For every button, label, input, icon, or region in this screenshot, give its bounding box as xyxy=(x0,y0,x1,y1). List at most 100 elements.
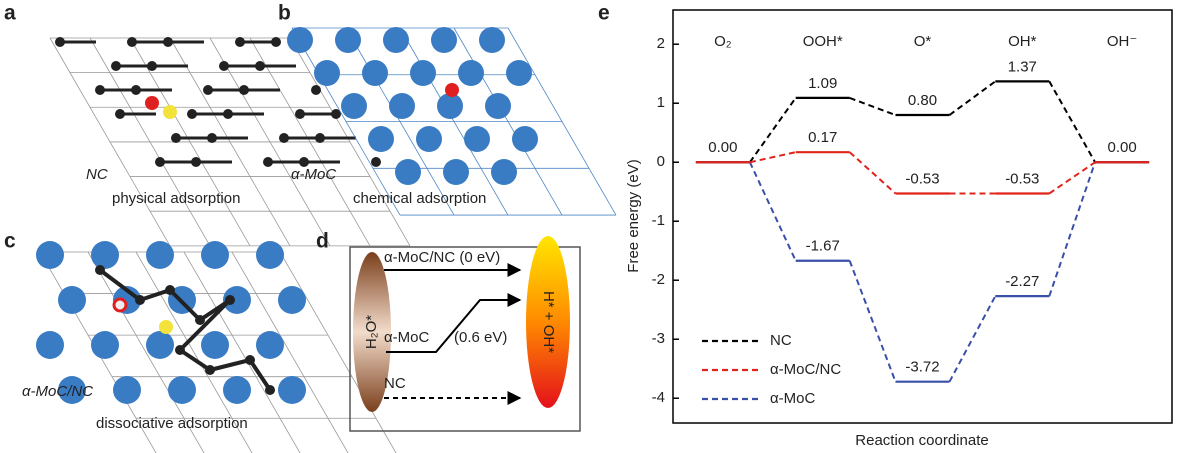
caption: dissociative adsorption xyxy=(96,415,248,432)
path-label: α-MoC xyxy=(384,329,430,346)
atom xyxy=(341,93,367,119)
atom xyxy=(383,27,409,53)
atom xyxy=(146,241,174,269)
value-label: -2.27 xyxy=(1005,273,1039,290)
atom xyxy=(389,93,415,119)
legend-label: α-MoC/NC xyxy=(770,361,841,378)
reactant: H₂O* xyxy=(363,315,380,349)
atom xyxy=(445,83,459,97)
atom xyxy=(271,37,281,47)
model-name: NC xyxy=(86,166,108,183)
lattice-line xyxy=(289,37,411,247)
atom xyxy=(464,126,490,152)
y-tick-label: -3 xyxy=(652,330,665,347)
plot-frame xyxy=(672,9,1173,424)
value-label: -1.67 xyxy=(806,238,840,255)
y-tick-label: -2 xyxy=(652,271,665,288)
atom xyxy=(201,331,229,359)
atom xyxy=(168,376,196,404)
model-name: α-MoC/NC xyxy=(22,383,93,400)
category-label: O₂ xyxy=(714,33,732,50)
y-tick-label: 1 xyxy=(657,94,665,111)
reactant-ellipse xyxy=(353,252,391,412)
connector xyxy=(1048,80,1096,163)
atom xyxy=(223,376,251,404)
lattice-line xyxy=(453,27,563,216)
category-label: OH⁻ xyxy=(1107,33,1137,50)
legend-label: α-MoC xyxy=(770,390,816,407)
atom xyxy=(256,241,284,269)
atom xyxy=(314,60,340,86)
y-tick-label: -1 xyxy=(652,212,665,229)
connector xyxy=(1048,161,1096,195)
atom xyxy=(479,27,505,53)
connector xyxy=(948,295,997,383)
connector xyxy=(848,260,897,383)
panel-label: b xyxy=(278,2,291,25)
value-label: -0.53 xyxy=(1005,170,1039,187)
atom xyxy=(256,331,284,359)
path-label: α-MoC/NC (0 eV) xyxy=(384,249,500,266)
atom xyxy=(512,126,538,152)
lattice-line xyxy=(507,27,617,216)
atom xyxy=(287,27,313,53)
atom xyxy=(311,85,321,95)
connector xyxy=(749,97,797,163)
value-label: 1.37 xyxy=(1008,58,1037,75)
atom xyxy=(112,297,128,313)
y-tick-label: 2 xyxy=(657,35,665,52)
atom xyxy=(58,376,86,404)
atom xyxy=(278,376,306,404)
product: H* + OH* xyxy=(540,291,557,353)
bond xyxy=(168,288,202,322)
bond xyxy=(248,358,272,392)
atom xyxy=(335,27,361,53)
connector xyxy=(748,161,797,262)
connector xyxy=(749,151,796,164)
bond xyxy=(139,288,171,302)
lattice-line xyxy=(279,251,397,453)
atom xyxy=(223,286,251,314)
atom xyxy=(278,286,306,314)
atom xyxy=(395,159,421,185)
atom xyxy=(362,60,388,86)
atom xyxy=(410,60,436,86)
atom xyxy=(145,96,159,110)
atom xyxy=(36,241,64,269)
atom xyxy=(485,93,511,119)
category-label: OOH* xyxy=(803,33,843,50)
caption: physical adsorption xyxy=(112,190,240,207)
plot: -4 -3 -2 -1 0 1 2 O₂ OOH* O* OH* OH⁻ 1.09 0.80 1.37 -1.… xyxy=(652,33,1150,407)
panel-label: d xyxy=(316,230,329,253)
atom xyxy=(437,93,463,119)
y-tick-label: 0 xyxy=(657,153,665,170)
atom xyxy=(91,241,119,269)
scheme-box xyxy=(349,246,581,432)
bond xyxy=(178,348,212,372)
atom xyxy=(491,159,517,185)
molecular-models xyxy=(36,27,617,453)
product-ellipse xyxy=(526,236,570,408)
atom xyxy=(36,331,64,359)
atom xyxy=(416,126,442,152)
atom xyxy=(201,241,229,269)
value-label: 0.00 xyxy=(708,139,737,156)
value-label: 0.17 xyxy=(808,129,837,146)
value-label: -3.72 xyxy=(905,359,939,376)
atom xyxy=(431,27,457,53)
value-label: -0.53 xyxy=(905,170,939,187)
lattice-line xyxy=(135,251,253,453)
panel-label: e xyxy=(598,2,610,25)
lattice-line xyxy=(249,37,371,247)
y-axis-label: Free energy (eV) xyxy=(625,159,642,272)
atom xyxy=(163,105,177,119)
lattice-line xyxy=(87,251,205,453)
lattice-line xyxy=(399,27,509,216)
atom xyxy=(113,376,141,404)
connector xyxy=(948,80,996,116)
lattice-line xyxy=(183,251,301,453)
value-label: 0.00 xyxy=(1107,139,1136,156)
atom xyxy=(159,320,173,334)
category-label: OH* xyxy=(1008,33,1037,50)
